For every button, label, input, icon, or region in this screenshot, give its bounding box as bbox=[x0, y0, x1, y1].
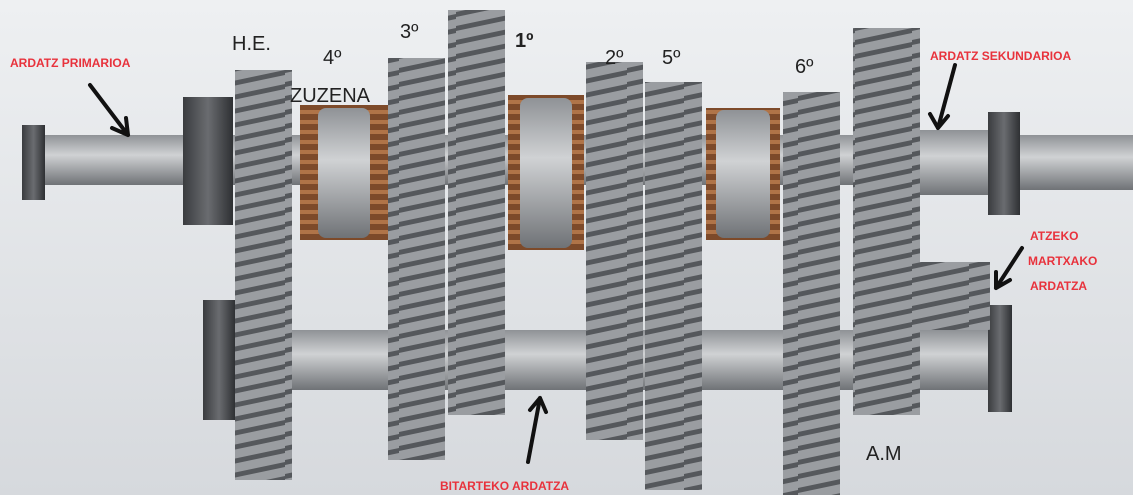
synchronizers bbox=[300, 95, 780, 250]
gear-label: 6º bbox=[795, 56, 814, 78]
primary-shaft-label: ARDATZ PRIMARIOA bbox=[10, 56, 131, 70]
gear-label: H.E. bbox=[232, 33, 271, 55]
gear-label: 3º bbox=[400, 21, 419, 43]
gear-label: 4º bbox=[323, 47, 342, 69]
reverse-shaft-label: MARTXAKO bbox=[1028, 254, 1097, 268]
secondary-shaft-label: ARDATZ SEKUNDARIOA bbox=[930, 49, 1071, 63]
reverse-shaft-label: ARDATZA bbox=[1030, 279, 1087, 293]
gearbox-image: ARDATZ PRIMARIOA ARDATZ SEKUNDARIOA ATZE… bbox=[0, 0, 1133, 495]
gear-label: 2º bbox=[605, 47, 624, 69]
gear-label: 1º bbox=[515, 30, 533, 52]
intermediate-shaft-label: BITARTEKO ARDATZA bbox=[440, 479, 569, 493]
reverse-shaft-label: ATZEKO bbox=[1030, 229, 1078, 243]
gear-label: ZUZENA bbox=[290, 85, 371, 107]
gear-label: 5º bbox=[662, 47, 681, 69]
gear-label: A.M bbox=[866, 443, 902, 465]
